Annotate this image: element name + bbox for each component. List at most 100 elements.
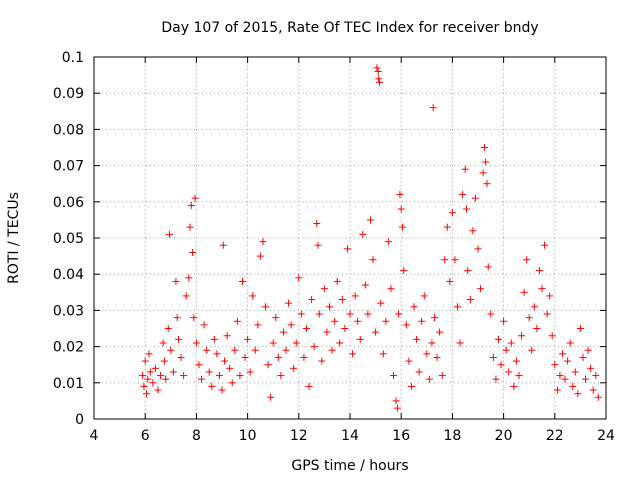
x-tick-label: 6	[141, 428, 150, 444]
data-point	[190, 314, 198, 322]
data-point	[346, 310, 354, 318]
data-point	[185, 274, 193, 282]
data-point	[429, 104, 437, 112]
data-point	[328, 346, 336, 354]
data-point	[571, 368, 579, 376]
data-point	[146, 368, 154, 376]
data-point	[569, 382, 577, 390]
data-point	[477, 285, 485, 293]
data-point	[297, 310, 305, 318]
data-point	[561, 375, 569, 383]
data-point	[374, 67, 382, 75]
data-point	[410, 303, 418, 311]
data-point	[182, 292, 190, 300]
data-point	[351, 292, 359, 300]
data-point	[238, 277, 246, 285]
data-point	[154, 386, 162, 394]
data-point	[456, 339, 464, 347]
data-point	[343, 245, 351, 253]
data-point	[356, 335, 364, 343]
data-point	[390, 372, 398, 380]
data-point	[180, 372, 188, 380]
data-point	[228, 379, 236, 387]
data-point	[139, 372, 147, 380]
axis-ticks	[93, 56, 607, 420]
data-point	[191, 194, 199, 202]
y-tick-label: 0.07	[53, 159, 84, 175]
data-point	[396, 191, 404, 199]
y-tick-label: 0.06	[53, 195, 84, 211]
data-point	[589, 386, 597, 394]
data-point	[489, 353, 497, 361]
data-point	[520, 288, 528, 296]
data-point	[267, 393, 275, 401]
data-point	[425, 375, 433, 383]
data-point	[177, 353, 185, 361]
data-point	[446, 277, 454, 285]
data-point	[469, 227, 477, 235]
data-point	[441, 256, 449, 264]
x-tick-label: 18	[443, 428, 461, 444]
data-point	[314, 241, 322, 249]
data-point	[459, 191, 467, 199]
data-point	[203, 346, 211, 354]
data-point	[167, 346, 175, 354]
data-point	[535, 267, 543, 275]
data-point	[189, 248, 197, 256]
data-point	[300, 353, 308, 361]
data-point	[262, 303, 270, 311]
data-point	[579, 353, 587, 361]
data-point	[375, 75, 383, 83]
y-tick-label: 0.09	[53, 86, 84, 102]
data-point	[198, 375, 206, 383]
data-point	[172, 277, 180, 285]
y-tick-label: 0.05	[53, 231, 84, 247]
data-point	[497, 361, 505, 369]
data-point	[254, 321, 262, 329]
y-tick-label: 0	[75, 412, 84, 428]
data-point	[369, 256, 377, 264]
data-point	[587, 364, 595, 372]
data-point	[200, 321, 208, 329]
data-point	[218, 386, 226, 394]
grid-lines	[94, 57, 606, 419]
data-point	[584, 346, 592, 354]
data-point	[541, 241, 549, 249]
chart-title: Day 107 of 2015, Rate Of TEC Index for r…	[161, 20, 538, 36]
data-point	[500, 317, 508, 325]
data-point	[323, 328, 331, 336]
data-point	[310, 343, 318, 351]
data-point	[159, 339, 167, 347]
data-point	[326, 303, 334, 311]
data-point	[349, 350, 357, 358]
x-axis-label: GPS time / hours	[291, 458, 408, 474]
data-point	[354, 317, 362, 325]
data-point	[308, 296, 316, 304]
data-point	[466, 296, 474, 304]
data-point	[479, 169, 487, 177]
data-point	[443, 223, 451, 231]
data-point	[221, 357, 229, 365]
data-point	[483, 180, 491, 188]
data-point	[454, 303, 462, 311]
data-point	[594, 393, 602, 401]
data-point	[558, 350, 566, 358]
data-point	[341, 325, 349, 332]
data-point	[145, 350, 153, 358]
data-point	[492, 375, 500, 383]
data-point	[420, 292, 428, 300]
data-point	[533, 325, 541, 332]
data-point	[259, 238, 267, 246]
data-point	[428, 339, 436, 347]
data-point	[169, 368, 177, 376]
data-point	[564, 357, 572, 365]
data-points	[139, 64, 602, 412]
x-tick-label: 12	[290, 428, 308, 444]
data-point	[433, 353, 441, 361]
data-point	[318, 357, 326, 365]
data-point	[397, 205, 405, 213]
data-point	[518, 332, 526, 340]
data-point	[149, 379, 157, 387]
data-point	[382, 317, 390, 325]
